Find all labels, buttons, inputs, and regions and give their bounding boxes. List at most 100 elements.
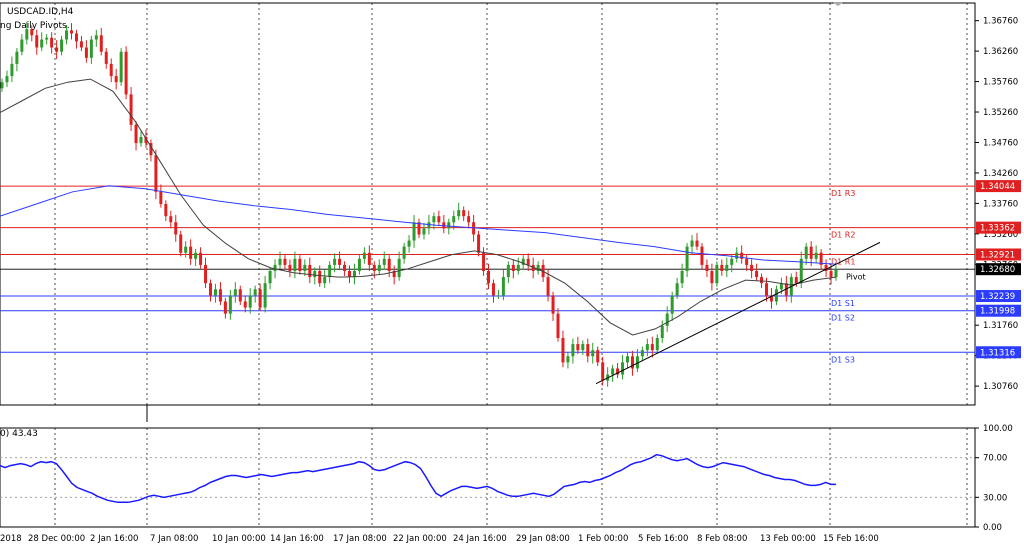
candle-body	[65, 30, 69, 40]
ma-fast-line	[0, 78, 837, 336]
x-tick-label: 1 Feb 00:00	[578, 534, 628, 544]
candle-body	[611, 368, 615, 375]
scroll-marker-icon	[832, 2, 844, 6]
candle-body	[30, 29, 34, 36]
pivot-price-label: 1.32239	[980, 292, 1015, 302]
candle-body	[283, 258, 287, 265]
candle-body	[417, 222, 421, 235]
candle-body	[258, 289, 262, 308]
candle-body	[199, 252, 203, 265]
candle-body	[114, 76, 118, 83]
pivot-name: D1 R1	[831, 257, 855, 266]
candle-body	[243, 301, 247, 308]
candle-body	[45, 37, 49, 40]
candle-body	[576, 344, 580, 351]
candle-body	[293, 258, 297, 271]
candle-body	[397, 258, 401, 278]
candle-body	[218, 289, 222, 302]
candle-body	[536, 264, 540, 271]
candle-body	[834, 269, 838, 278]
x-tick-label: 24 Jan 16:00	[453, 534, 507, 544]
indicator-label: ng Daily Pivots.	[0, 21, 70, 31]
candle-body	[228, 295, 232, 314]
candle-body	[462, 210, 466, 217]
x-tick-label: 5 Feb 16:00	[638, 534, 688, 544]
candle-body	[50, 37, 54, 48]
candle-body	[635, 356, 639, 369]
candle-body	[457, 210, 461, 217]
candle-body	[184, 246, 188, 253]
candle-body	[491, 283, 495, 296]
candle-body	[630, 356, 634, 369]
candle-body	[700, 246, 704, 265]
pivot-price-label: 1.31998	[980, 307, 1015, 317]
candle-body	[338, 258, 342, 265]
y-tick-label: 1.35260	[983, 108, 1018, 118]
candle-body	[521, 258, 525, 265]
candle-body	[298, 258, 302, 271]
candle-body	[670, 295, 674, 314]
candle-body	[70, 30, 73, 34]
candle-body	[74, 33, 78, 42]
candle-body	[645, 344, 649, 351]
candle-body	[750, 264, 754, 271]
candle-body	[213, 289, 217, 296]
candle-body	[660, 325, 664, 338]
ma-slow-line	[0, 185, 837, 265]
pivot-name: D1 S2	[831, 314, 855, 323]
candle-body	[705, 264, 709, 271]
candle-body	[601, 362, 605, 381]
candle-body	[392, 271, 396, 278]
candle-body	[204, 264, 208, 284]
candle-body	[169, 216, 173, 223]
current-price-label: 1.32680	[980, 265, 1015, 275]
candle-body	[313, 271, 317, 278]
x-tick-label: 22 Jan 00:00	[393, 534, 447, 544]
candle-body	[25, 29, 29, 40]
y-tick-label: 1.30760	[983, 382, 1018, 392]
candle-body	[372, 264, 376, 271]
x-tick-label: 17 Jan 08:00	[333, 534, 387, 544]
candle-body	[422, 228, 426, 235]
y-tick-label: 1.35760	[983, 78, 1018, 88]
candle-body	[665, 313, 669, 326]
trendline	[595, 241, 881, 385]
candle-body	[10, 63, 14, 77]
candle-body	[159, 191, 163, 204]
candle-body	[769, 295, 773, 302]
candle-body	[348, 271, 351, 278]
rsi-tick-label: 100.00	[983, 424, 1013, 434]
current-price-box	[976, 263, 1021, 276]
rsi-tick-label: 0.00	[983, 523, 1002, 533]
candle-body	[352, 271, 356, 278]
rsi-tick-label: 70.00	[983, 454, 1007, 464]
x-tick-label: 15 Feb 16:00	[823, 534, 879, 544]
rsi-frame	[0, 427, 976, 528]
candle-body	[526, 258, 530, 265]
candle-body	[248, 295, 252, 308]
candle-body	[60, 39, 64, 52]
candle-body	[124, 51, 128, 95]
candle-body	[745, 258, 749, 265]
candle-body	[55, 47, 59, 52]
candle-body	[387, 258, 391, 271]
pivot-price-box	[976, 346, 1021, 359]
x-tick-label: 2018	[0, 534, 22, 544]
candle-body	[447, 222, 451, 229]
candle-body	[278, 258, 282, 265]
candle-body	[467, 216, 471, 223]
candle-body	[774, 289, 778, 302]
pivot-name: D1 S1	[831, 299, 855, 308]
candle-body	[144, 137, 148, 144]
candle-body	[814, 252, 818, 259]
candle-body	[382, 258, 386, 265]
candle-body	[655, 338, 659, 351]
candle-body	[189, 246, 193, 259]
candle-body	[432, 216, 436, 223]
candle-body	[362, 252, 366, 259]
candle-body	[829, 271, 833, 278]
candle-body	[343, 264, 347, 271]
candle-body	[273, 264, 277, 271]
